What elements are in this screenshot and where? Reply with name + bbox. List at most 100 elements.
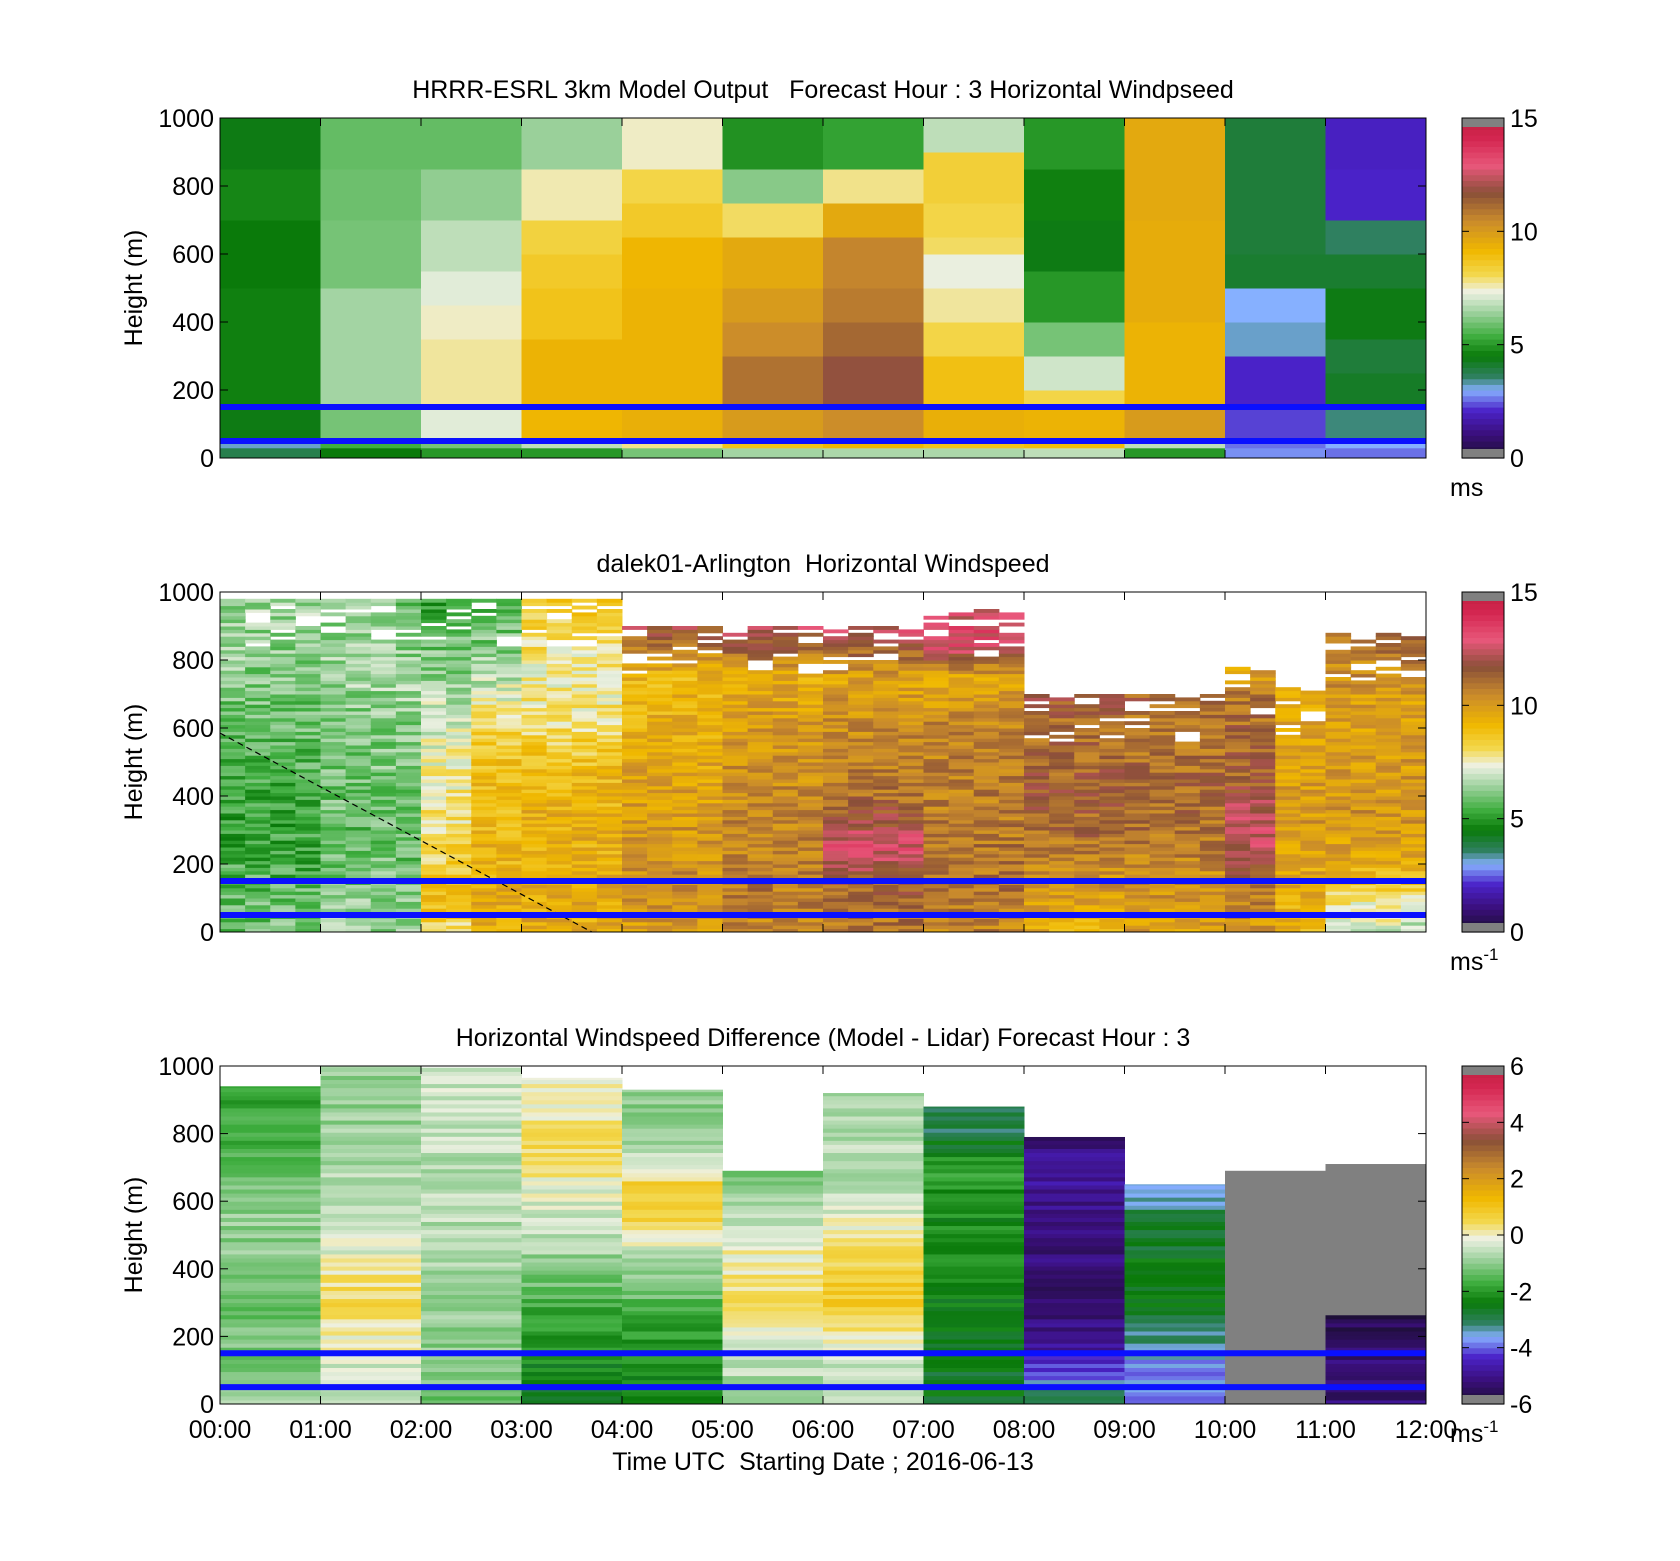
heatmap-cell <box>295 687 321 692</box>
heatmap-cell <box>722 1184 824 1190</box>
heatmap-cell <box>873 758 899 763</box>
heatmap-cell <box>546 649 573 654</box>
heatmap-cell <box>345 745 372 749</box>
heatmap-cell <box>370 918 397 923</box>
heatmap-cell <box>320 1172 422 1178</box>
heatmap-cell <box>245 632 271 637</box>
heatmap-cell <box>923 870 950 875</box>
heatmap-cell <box>270 816 296 821</box>
heatmap-cell <box>1325 632 1352 637</box>
heatmap-cell <box>622 1189 723 1194</box>
colorbar-segment <box>1462 779 1504 786</box>
heatmap-cell <box>521 711 548 715</box>
heatmap-cell <box>1400 748 1427 753</box>
heatmap-cell <box>772 779 799 783</box>
heatmap-cell <box>722 870 749 875</box>
heatmap-cell <box>1375 765 1402 770</box>
heatmap-cell <box>647 867 673 872</box>
heatmap-cell <box>521 864 548 868</box>
heatmap-cell <box>320 1160 422 1166</box>
heatmap-cell <box>220 1298 321 1304</box>
heatmap-cell <box>973 789 1000 794</box>
heatmap-cell <box>672 700 698 705</box>
heatmap-cell <box>270 796 296 800</box>
heatmap-cell <box>823 850 849 855</box>
heatmap-cell <box>647 908 673 913</box>
heatmap-cell <box>647 779 673 783</box>
heatmap-cell <box>647 690 673 695</box>
heatmap-cell <box>722 697 749 702</box>
heatmap-cell <box>1099 887 1125 892</box>
heatmap-cell <box>848 843 874 848</box>
heatmap-cell <box>220 646 246 651</box>
heatmap-cell <box>873 867 899 872</box>
heatmap-cell <box>1124 758 1151 763</box>
heatmap-cell <box>1024 724 1050 729</box>
heatmap-cell <box>1074 843 1100 848</box>
heatmap-cell <box>320 1124 422 1129</box>
heatmap-cell <box>1350 870 1377 875</box>
heatmap-cell <box>672 785 698 790</box>
heatmap-cell <box>295 789 321 794</box>
heatmap-cell <box>370 823 397 828</box>
heatmap-cell <box>596 731 623 736</box>
heatmap-cell <box>596 626 623 630</box>
heatmap-cell <box>446 745 472 749</box>
heatmap-cell <box>496 843 522 848</box>
heatmap-cell <box>245 656 271 661</box>
heatmap-cell <box>395 717 422 722</box>
heatmap-cell <box>320 717 347 722</box>
colorbar-segment <box>1462 254 1504 261</box>
heatmap-cell <box>747 789 774 794</box>
heatmap-cell <box>395 830 422 834</box>
heatmap-cell <box>722 1253 824 1259</box>
heatmap-cell <box>320 1233 422 1239</box>
heatmap-cell <box>1174 860 1201 865</box>
heatmap-cell <box>848 779 874 783</box>
heatmap-cell <box>672 870 698 875</box>
heatmap-cell <box>823 864 849 868</box>
heatmap-cell <box>873 860 899 865</box>
heatmap-cell <box>446 619 472 624</box>
heatmap-cell <box>647 632 673 637</box>
heatmap-cell <box>1149 898 1176 902</box>
heatmap-cell <box>1300 819 1326 824</box>
heatmap-cell <box>672 904 698 909</box>
column-01:00 <box>320 118 422 459</box>
heatmap-cell <box>1174 809 1201 814</box>
heatmap-cell <box>320 1241 422 1247</box>
heatmap-cell <box>797 870 824 875</box>
colorbar-segment <box>1462 671 1504 678</box>
heatmap-cell <box>622 1241 723 1247</box>
heatmap-cell <box>823 908 849 913</box>
heatmap-cell <box>571 619 598 624</box>
heatmap-cell <box>596 629 623 634</box>
heatmap-cell <box>1199 782 1226 787</box>
heatmap-cell <box>521 663 548 668</box>
heatmap-cell <box>747 918 774 923</box>
heatmap-cell <box>1250 826 1276 831</box>
heatmap-cell <box>1024 789 1050 794</box>
heatmap-cell <box>345 711 372 715</box>
heatmap-cell <box>220 884 246 889</box>
heatmap-cell <box>873 782 899 787</box>
heatmap-cell <box>1300 843 1326 848</box>
heatmap-cell <box>1325 870 1352 875</box>
heatmap-cell <box>345 615 372 620</box>
heatmap-cell <box>1024 860 1050 865</box>
heatmap-cell <box>1300 806 1326 811</box>
colorbar-segment <box>1462 801 1504 808</box>
heatmap-cell <box>848 765 874 770</box>
heatmap-cell <box>973 721 1000 726</box>
heatmap-cell <box>873 894 899 899</box>
heatmap-cell <box>647 792 673 797</box>
heatmap-cell <box>1300 782 1326 787</box>
heatmap-cell <box>395 928 422 933</box>
heatmap-cell <box>873 755 899 760</box>
heatmap-cell <box>1049 697 1075 702</box>
heatmap-cell <box>948 751 975 756</box>
heatmap-cell <box>1375 636 1402 641</box>
heatmap-cell <box>295 748 321 753</box>
heatmap-cell <box>1250 833 1276 838</box>
heatmap-cell <box>948 741 975 746</box>
